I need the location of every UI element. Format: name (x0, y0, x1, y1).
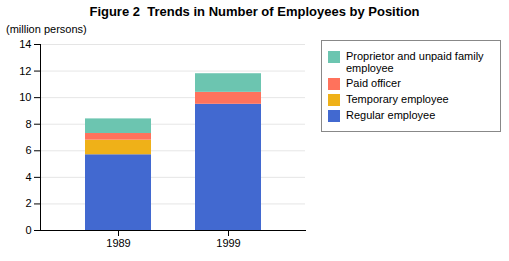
svg-text:14: 14 (19, 38, 31, 50)
html-text:Proprietor and unpaid family e: Proprietor and unpaid family employee (346, 50, 484, 74)
svg-text:1989: 1989 (106, 237, 130, 249)
svg-text:2: 2 (25, 197, 31, 209)
html-text:(million persons): (million persons) (6, 23, 87, 35)
html-text:Paid officer: Paid officer (346, 77, 401, 89)
svg-text:10: 10 (19, 91, 31, 103)
html-text:Figure 2 Trends in Number of E: Figure 2 Trends in Number of Employees b… (89, 4, 420, 19)
svg-text:0: 0 (25, 224, 31, 236)
svg-text:4: 4 (25, 171, 31, 183)
html-text:Temporary employee: Temporary employee (346, 93, 449, 105)
svg-text:8: 8 (25, 118, 31, 130)
svg-text:12: 12 (19, 65, 31, 77)
svg-text:1999: 1999 (216, 237, 240, 249)
html-text:Regular employee: Regular employee (346, 109, 436, 121)
svg-text:6: 6 (25, 144, 31, 156)
